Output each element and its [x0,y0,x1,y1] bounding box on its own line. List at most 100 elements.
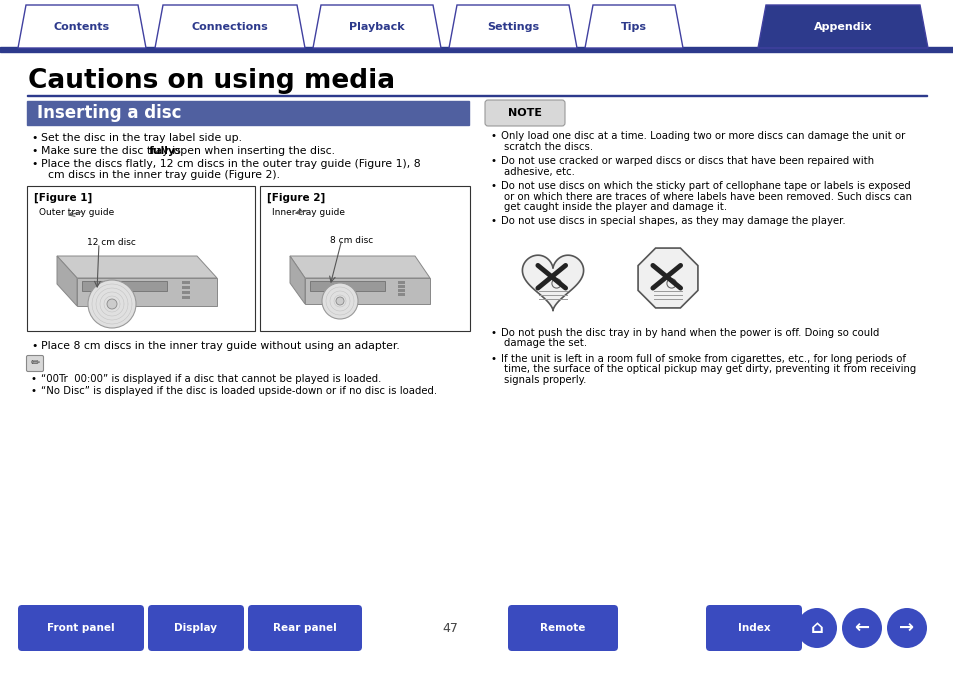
Polygon shape [57,256,77,306]
Text: ⌂: ⌂ [810,619,822,637]
Circle shape [322,283,357,319]
Polygon shape [449,5,577,48]
Text: Display: Display [174,623,217,633]
Bar [397,285,405,287]
Text: •: • [30,374,37,384]
Bar [0,47,953,52]
FancyBboxPatch shape [484,100,564,126]
Circle shape [886,608,926,648]
Bar [397,289,405,291]
Text: signals properly.: signals properly. [503,375,586,385]
Text: •: • [30,341,37,351]
Circle shape [335,297,344,305]
Text: “00Tr  00:00” is displayed if a disc that cannot be played is loaded.: “00Tr 00:00” is displayed if a disc that… [41,374,381,384]
Text: Tips: Tips [620,22,646,32]
Polygon shape [57,256,216,278]
Polygon shape [290,256,430,278]
Polygon shape [305,278,430,304]
Bar [27,95,926,96]
Text: Index: Index [737,623,769,633]
Polygon shape [154,5,305,48]
Text: Appendix: Appendix [813,22,871,32]
FancyBboxPatch shape [18,605,144,651]
Text: •: • [491,131,497,141]
Text: Settings: Settings [486,22,538,32]
Text: Place 8 cm discs in the inner tray guide without using an adapter.: Place 8 cm discs in the inner tray guide… [41,341,399,351]
Text: time, the surface of the optical pickup may get dirty, preventing it from receiv: time, the surface of the optical pickup … [503,365,915,374]
Text: •: • [491,354,497,364]
Text: adhesive, etc.: adhesive, etc. [503,166,575,176]
Text: Cautions on using media: Cautions on using media [28,68,395,94]
Circle shape [841,608,882,648]
Bar [182,286,190,289]
Bar [0,0,953,56]
Bar [182,296,190,299]
Text: •: • [30,146,37,156]
Polygon shape [77,278,216,306]
Circle shape [796,608,836,648]
Text: Make sure the disc tray is: Make sure the disc tray is [41,146,184,156]
Circle shape [88,280,136,328]
Text: Do not push the disc tray in by hand when the power is off. Doing so could: Do not push the disc tray in by hand whe… [500,328,879,338]
Text: ✏: ✏ [30,359,40,369]
Text: Do not use cracked or warped discs or discs that have been repaired with: Do not use cracked or warped discs or di… [500,156,873,166]
Bar [397,293,405,295]
Circle shape [552,279,560,288]
FancyBboxPatch shape [148,605,244,651]
Text: get caught inside the player and damage it.: get caught inside the player and damage … [503,202,726,212]
Text: cm discs in the inner tray guide (Figure 2).: cm discs in the inner tray guide (Figure… [48,170,280,180]
Text: fully: fully [149,146,175,156]
Text: •: • [491,181,497,191]
Text: Set the disc in the tray label side up.: Set the disc in the tray label side up. [41,133,242,143]
Text: •: • [30,133,37,143]
Text: 8 cm disc: 8 cm disc [330,236,373,245]
Polygon shape [82,281,167,291]
Polygon shape [638,248,698,308]
FancyBboxPatch shape [507,605,618,651]
Text: Connections: Connections [192,22,268,32]
Text: •: • [491,156,497,166]
Polygon shape [18,5,146,48]
Polygon shape [522,255,583,310]
Text: Only load one disc at a time. Loading two or more discs can damage the unit or: Only load one disc at a time. Loading tw… [500,131,904,141]
FancyBboxPatch shape [248,605,361,651]
Polygon shape [313,5,440,48]
Circle shape [666,279,676,288]
Circle shape [107,299,117,309]
Polygon shape [310,281,385,291]
Polygon shape [584,5,682,48]
Text: Rear panel: Rear panel [273,623,336,633]
Polygon shape [290,256,305,304]
Text: Front panel: Front panel [47,623,114,633]
Text: Remote: Remote [539,623,585,633]
Text: Place the discs flatly, 12 cm discs in the outer tray guide (Figure 1), 8: Place the discs flatly, 12 cm discs in t… [41,159,420,169]
Text: Do not use discs in special shapes, as they may damage the player.: Do not use discs in special shapes, as t… [500,217,844,227]
Text: 47: 47 [441,621,457,635]
Text: Do not use discs on which the sticky part of cellophane tape or labels is expose: Do not use discs on which the sticky par… [500,181,910,191]
Bar [27,186,254,331]
Text: [Figure 1]: [Figure 1] [34,193,92,203]
Text: If the unit is left in a room full of smoke from cigarettes, etc., for long peri: If the unit is left in a room full of sm… [500,354,905,364]
Text: •: • [491,217,497,227]
Bar [260,186,470,331]
FancyBboxPatch shape [27,355,44,371]
Text: Outer tray guide: Outer tray guide [39,208,114,217]
FancyBboxPatch shape [705,605,801,651]
Text: Contents: Contents [54,22,110,32]
Text: Inner tray guide: Inner tray guide [272,208,345,217]
Text: open when inserting the disc.: open when inserting the disc. [170,146,335,156]
Text: [Figure 2]: [Figure 2] [267,193,325,203]
Text: “No Disc” is displayed if the disc is loaded upside-down or if no disc is loaded: “No Disc” is displayed if the disc is lo… [41,386,436,396]
Text: •: • [30,159,37,169]
Text: •: • [30,386,37,396]
Bar [27,101,469,125]
Text: •: • [491,328,497,338]
Text: ←: ← [854,619,868,637]
Text: →: → [899,619,914,637]
Text: 12 cm disc: 12 cm disc [87,238,135,247]
Text: NOTE: NOTE [507,108,541,118]
Text: Inserting a disc: Inserting a disc [37,104,181,122]
Text: or on which there are traces of where labels have been removed. Such discs can: or on which there are traces of where la… [503,192,911,201]
Text: scratch the discs.: scratch the discs. [503,141,593,151]
Text: Playback: Playback [349,22,404,32]
